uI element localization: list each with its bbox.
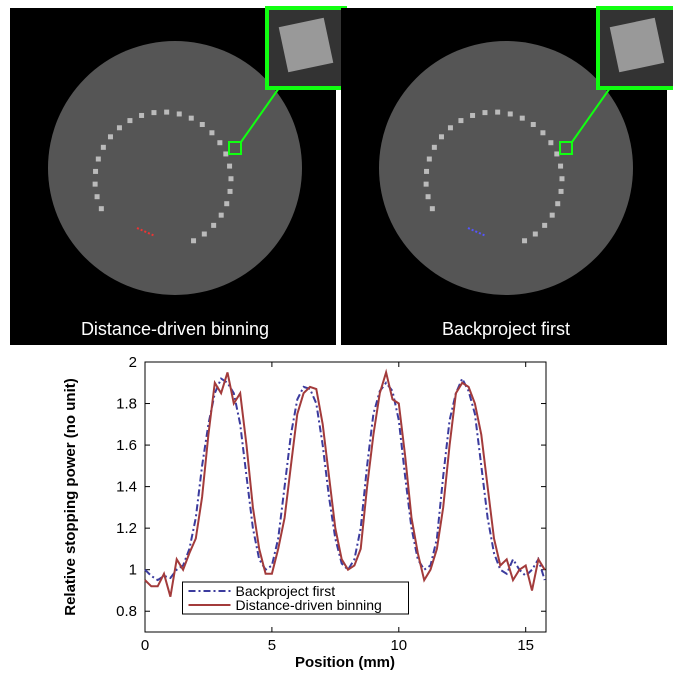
insert bbox=[224, 201, 230, 207]
insert bbox=[519, 115, 525, 121]
insert bbox=[139, 112, 145, 118]
insert bbox=[530, 121, 536, 127]
insert bbox=[532, 231, 538, 237]
zoom-marker bbox=[228, 141, 242, 155]
insert bbox=[100, 144, 106, 150]
zoom-content bbox=[609, 17, 665, 73]
panel-caption: Distance-driven binning bbox=[81, 319, 269, 339]
insert bbox=[127, 118, 133, 124]
legend-label: Distance-driven binning bbox=[236, 597, 382, 613]
zoom-inset bbox=[265, 6, 347, 90]
x-tick-label: 5 bbox=[268, 637, 276, 654]
legend-label: Backproject first bbox=[236, 583, 336, 599]
x-tick-label: 10 bbox=[390, 637, 407, 654]
zoom-marker bbox=[559, 141, 573, 155]
insert bbox=[227, 163, 233, 169]
x-tick-label: 0 bbox=[141, 637, 149, 654]
insert bbox=[558, 163, 564, 169]
insert bbox=[188, 115, 194, 121]
insert bbox=[92, 181, 98, 187]
insert bbox=[218, 212, 224, 218]
phantom bbox=[48, 41, 302, 295]
insert bbox=[95, 156, 101, 162]
insert bbox=[540, 130, 546, 136]
zoom-connector bbox=[240, 87, 280, 143]
insert bbox=[94, 194, 100, 200]
x-tick-label: 15 bbox=[517, 637, 534, 654]
insert bbox=[438, 134, 444, 140]
zoom-connector bbox=[571, 87, 611, 143]
y-tick-label: 1 bbox=[129, 562, 137, 579]
insert bbox=[559, 176, 565, 182]
y-tick-label: 2 bbox=[129, 354, 137, 371]
x-axis-label: Position (mm) bbox=[295, 654, 395, 671]
y-tick-label: 0.8 bbox=[116, 603, 137, 620]
insert bbox=[176, 111, 182, 117]
data-line bbox=[144, 376, 546, 582]
insert bbox=[542, 222, 548, 228]
y-tick-label: 1.4 bbox=[116, 479, 137, 496]
profile-line bbox=[136, 227, 156, 237]
insert bbox=[98, 206, 104, 212]
y-axis-label: Relative stopping power (no unit) bbox=[62, 378, 79, 616]
legend-box bbox=[182, 581, 409, 615]
insert bbox=[554, 151, 560, 157]
insert bbox=[191, 238, 197, 244]
insert bbox=[211, 222, 217, 228]
insert bbox=[431, 144, 437, 150]
insert bbox=[209, 130, 215, 136]
image-panels: Distance-driven binning Backproject first bbox=[10, 6, 673, 345]
insert bbox=[426, 156, 432, 162]
insert bbox=[223, 151, 229, 157]
data-line bbox=[144, 368, 546, 597]
zoom-content bbox=[278, 17, 334, 73]
insert bbox=[507, 111, 513, 117]
insert bbox=[470, 112, 476, 118]
insert bbox=[482, 110, 488, 116]
insert bbox=[217, 140, 223, 146]
phantom bbox=[379, 41, 633, 295]
insert bbox=[425, 194, 431, 200]
insert bbox=[164, 109, 170, 115]
insert bbox=[423, 181, 429, 187]
profile-line bbox=[467, 227, 487, 237]
panel-caption: Backproject first bbox=[442, 319, 570, 339]
insert bbox=[116, 125, 122, 131]
y-tick-label: 1.8 bbox=[116, 396, 137, 413]
insert bbox=[228, 176, 234, 182]
insert bbox=[549, 212, 555, 218]
insert bbox=[558, 188, 564, 194]
insert bbox=[429, 206, 435, 212]
insert bbox=[201, 231, 207, 237]
insert bbox=[227, 188, 233, 194]
insert bbox=[522, 238, 528, 244]
insert bbox=[555, 201, 561, 207]
y-tick-label: 1.2 bbox=[116, 520, 137, 537]
insert bbox=[458, 118, 464, 124]
insert bbox=[495, 109, 501, 115]
insert bbox=[151, 110, 157, 116]
insert bbox=[447, 125, 453, 131]
insert bbox=[548, 140, 554, 146]
insert bbox=[199, 121, 205, 127]
insert bbox=[93, 168, 99, 174]
insert bbox=[107, 134, 113, 140]
insert bbox=[424, 168, 430, 174]
y-tick-label: 1.6 bbox=[116, 437, 137, 454]
